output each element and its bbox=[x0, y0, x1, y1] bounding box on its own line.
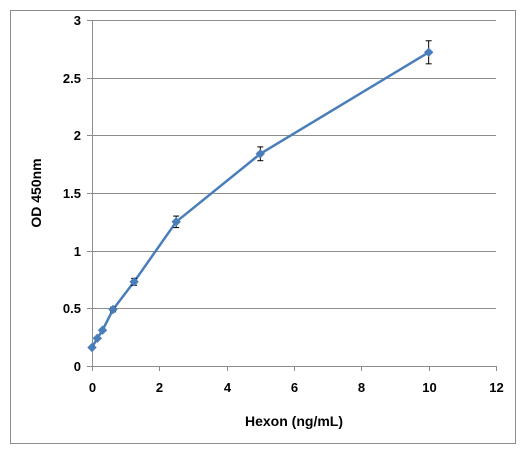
data-point-marker bbox=[92, 333, 103, 344]
y-axis-title: OD 450nm bbox=[28, 158, 44, 227]
data-point-marker bbox=[108, 304, 118, 315]
data-point-marker bbox=[171, 217, 181, 227]
y-tick-label: 1 bbox=[74, 244, 81, 259]
y-tick-label: 3 bbox=[74, 13, 81, 28]
tick-labels: 0 0.5 1 1.5 2 2.5 3 0 2 4 6 8 10 12 bbox=[63, 13, 504, 395]
x-tick-label: 12 bbox=[489, 380, 503, 395]
data-point-marker bbox=[423, 47, 434, 58]
x-axis-title: Hexon (ng/mL) bbox=[245, 413, 343, 429]
x-tick-label: 6 bbox=[291, 380, 298, 395]
x-tick-label: 8 bbox=[358, 380, 365, 395]
y-tick-label: 0 bbox=[74, 359, 81, 374]
series bbox=[87, 40, 434, 353]
data-point-marker bbox=[255, 149, 266, 159]
y-tick-label: 2 bbox=[74, 128, 81, 143]
y-tick-label: 2.5 bbox=[63, 71, 81, 86]
chart-border bbox=[10, 10, 516, 444]
data-point-marker bbox=[87, 342, 97, 353]
x-tick-label: 0 bbox=[89, 380, 96, 395]
data-point-marker bbox=[97, 325, 108, 335]
y-tick-label: 0.5 bbox=[63, 301, 81, 316]
y-tick-label: 1.5 bbox=[63, 186, 81, 201]
x-tick-label: 2 bbox=[156, 380, 163, 395]
axes bbox=[87, 20, 497, 371]
x-tick-label: 10 bbox=[422, 380, 436, 395]
gridlines bbox=[92, 20, 496, 309]
x-tick-label: 4 bbox=[224, 380, 232, 395]
data-point-marker bbox=[129, 277, 139, 287]
